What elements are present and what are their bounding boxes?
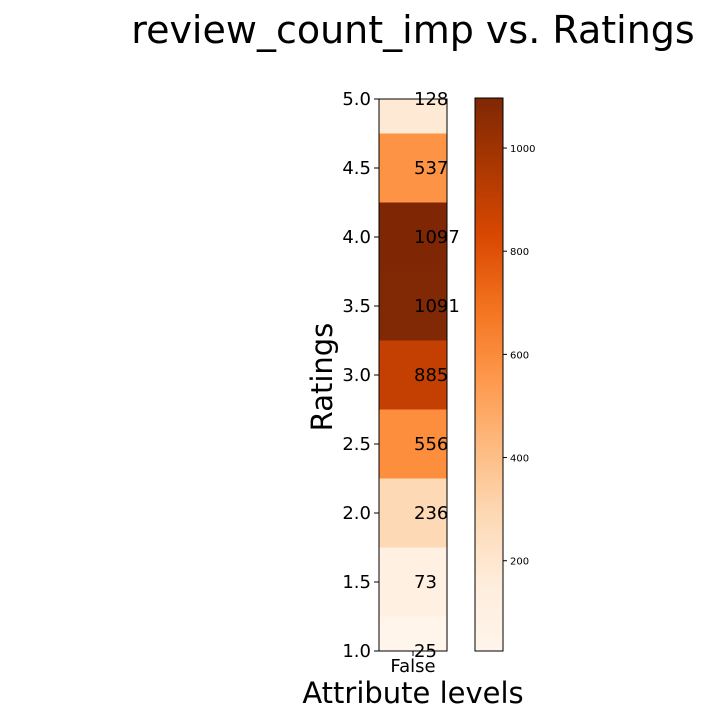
heatmap-cell-label-3: 1091 — [414, 296, 460, 317]
x-axis-label: Attribute levels — [302, 676, 523, 710]
heatmap-cell-label-2: 1097 — [414, 227, 460, 248]
y-tick-label-8: 5.0 — [342, 89, 371, 110]
heatmap-cell-7 — [379, 547, 447, 617]
y-axis-label: Ratings — [305, 323, 339, 432]
heatmap-cell-0 — [379, 99, 447, 134]
heatmap-cell-3 — [379, 271, 447, 341]
x-axis-ticks: False — [390, 651, 436, 677]
colorbar-tick-label-1: 400 — [510, 454, 529, 465]
colorbar-tick-label-4: 1000 — [510, 144, 535, 155]
heatmap-cell-label-4: 885 — [414, 365, 448, 386]
colorbar-tick-label-2: 600 — [510, 350, 529, 361]
heatmap-cell-4 — [379, 340, 447, 410]
colorbar-tick-label-3: 800 — [510, 247, 529, 258]
chart-title: review_count_imp vs. Ratings — [131, 8, 694, 52]
heatmap-cell-label-5: 556 — [414, 434, 448, 455]
y-tick-label-5: 3.5 — [342, 296, 371, 317]
heatmap-cell-8 — [379, 616, 447, 651]
y-tick-label-2: 2.0 — [342, 503, 371, 524]
y-tick-label-3: 2.5 — [342, 434, 371, 455]
y-tick-label-1: 1.5 — [342, 572, 371, 593]
heatmap-cell-label-1: 537 — [414, 158, 448, 179]
heatmap-cell-label-6: 236 — [414, 503, 448, 524]
y-tick-label-4: 3.0 — [342, 365, 371, 386]
heatmap-cell-6 — [379, 478, 447, 548]
y-tick-label-0: 1.0 — [342, 641, 371, 662]
heatmap-cell-label-7: 73 — [414, 572, 437, 593]
heatmap-cells — [379, 99, 447, 651]
heatmap-cell-1 — [379, 133, 447, 203]
y-tick-label-6: 4.0 — [342, 227, 371, 248]
x-tick-label-0: False — [390, 656, 435, 677]
y-axis-ticks: 1.0 1.5 2.0 2.5 3.0 3.5 4.0 4.5 5.0 — [342, 89, 379, 662]
colorbar — [474, 97, 504, 652]
heatmap-cell-2 — [379, 202, 447, 272]
colorbar-tick-label-0: 200 — [510, 557, 529, 568]
colorbar-ticks: 200 400 600 800 1000 — [503, 144, 535, 568]
heatmap-cell-5 — [379, 409, 447, 479]
y-tick-label-7: 4.5 — [342, 158, 371, 179]
